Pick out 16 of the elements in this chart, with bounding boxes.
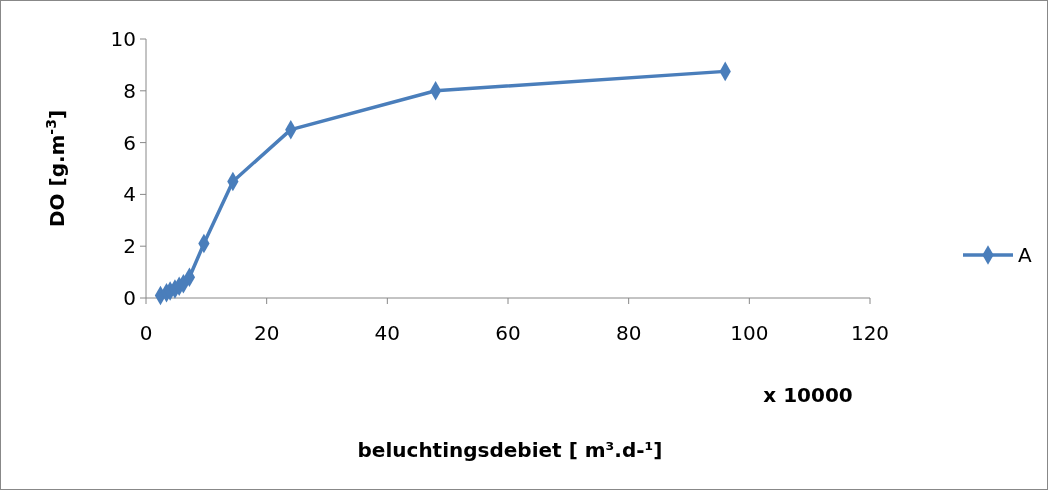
- text: x 10000: [763, 383, 853, 407]
- x-tick-label: 0: [139, 321, 153, 345]
- y-tick-label: 2: [123, 234, 136, 259]
- x-tick-label: 80: [615, 321, 642, 345]
- x-tick-label: 60: [495, 321, 521, 345]
- x-tick-label: 120: [850, 321, 890, 345]
- x-tick-label: 20: [253, 321, 280, 345]
- y-tick-label: 10: [110, 27, 136, 51]
- legend-label: A: [1018, 243, 1032, 267]
- y-tick-label: 0: [123, 286, 136, 310]
- y-tick-label: 8: [123, 78, 136, 103]
- x-tick-label: 100: [730, 321, 769, 345]
- x-axis-title: beluchtingsdebiet [ m³.d-¹]: [357, 438, 663, 462]
- x-tick-label: 40: [374, 321, 401, 345]
- y-tick-label: 4: [123, 182, 136, 207]
- y-tick-label: 6: [123, 130, 136, 155]
